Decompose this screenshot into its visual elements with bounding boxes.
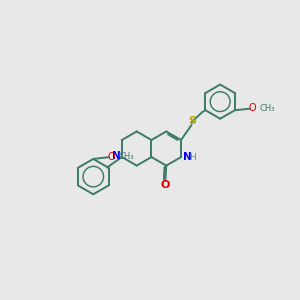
Text: S: S (188, 116, 196, 126)
Text: O: O (108, 152, 116, 162)
Text: CH₃: CH₃ (118, 152, 134, 161)
Text: CH₃: CH₃ (260, 104, 275, 113)
Text: N: N (183, 152, 192, 162)
Text: H: H (190, 153, 196, 162)
Text: N: N (112, 152, 120, 161)
Text: O: O (249, 103, 256, 113)
Text: O: O (161, 180, 170, 190)
